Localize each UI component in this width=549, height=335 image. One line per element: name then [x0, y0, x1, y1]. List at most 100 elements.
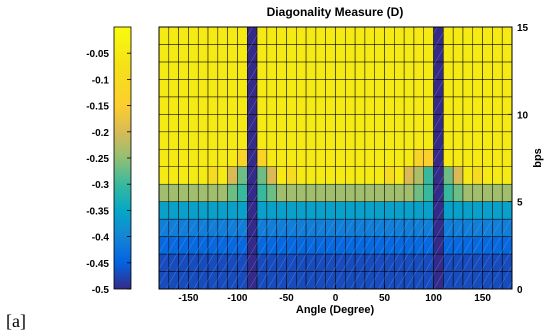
heatmap-cell: [197, 149, 209, 167]
heatmap-cell: [472, 61, 483, 80]
hatch-cell: [325, 236, 336, 255]
hatch-cell: [384, 271, 395, 289]
heatmap-cell: [178, 44, 189, 63]
heatmap-cell: [315, 61, 326, 80]
colorbar-tick-label: -0.15: [86, 102, 109, 113]
heatmap-cell: [443, 183, 454, 202]
heatmap-cell: [423, 201, 434, 220]
heatmap-cell: [296, 26, 307, 45]
heatmap-cell: [492, 61, 503, 80]
hatch-cell: [453, 254, 463, 272]
hatch-cell: [374, 254, 385, 272]
heatmap-cell: [482, 44, 493, 63]
hatch-overlay: [159, 27, 512, 289]
hatch-cell: [453, 219, 463, 237]
heatmap-cell: [472, 114, 483, 133]
heatmap-cell: [443, 114, 454, 133]
heatmap-cell: [266, 114, 277, 133]
hatch-cell: [433, 114, 444, 132]
heatmap-cell: [443, 26, 454, 45]
heatmap-cell: [158, 131, 170, 150]
heatmap-cell: [296, 183, 307, 202]
heatmap-cell: [237, 44, 248, 63]
heatmap-cell: [237, 114, 248, 133]
hatch-cell: [443, 271, 454, 289]
hatch-cell: [247, 96, 258, 115]
heatmap-cell: [443, 131, 454, 150]
hatch-cell: [423, 271, 434, 289]
heatmap-cell: [217, 201, 228, 220]
hatch-cell: [296, 219, 307, 237]
heatmap-cell: [207, 166, 219, 185]
heatmap-cell: [158, 114, 170, 133]
heatmap-cell: [227, 131, 238, 150]
hatch-cell: [482, 271, 493, 289]
heatmap-cell: [315, 166, 326, 185]
heatmap-cell: [217, 44, 228, 63]
colorbar-tick-label: -0.3: [92, 180, 110, 191]
heatmap-cell: [394, 114, 405, 133]
heatmap-cell: [305, 201, 317, 220]
heatmap-cell: [462, 131, 474, 150]
hatch-cell: [315, 219, 326, 237]
heatmap-cell: [227, 201, 238, 220]
heatmap-cell: [296, 149, 307, 167]
heatmap-cell: [403, 61, 415, 80]
hatch-cell: [453, 271, 463, 289]
hatch-cell: [374, 271, 385, 289]
hatch-cell: [482, 254, 493, 272]
heatmap-cell: [374, 96, 385, 115]
hatch-cell: [257, 254, 267, 272]
hatch-cell: [394, 254, 405, 272]
hatch-cell: [247, 114, 258, 132]
heatmap-cell: [345, 96, 356, 115]
heatmap-cell: [364, 44, 375, 63]
heatmap-cell: [335, 131, 346, 150]
heatmap-cell: [168, 79, 179, 98]
hatch-cell: [237, 271, 248, 289]
heatmap-cell: [168, 44, 179, 63]
hatch-cell: [384, 254, 395, 272]
heatmap-cell: [384, 61, 395, 80]
heatmap-cell: [305, 149, 317, 167]
hatch-cell: [423, 219, 434, 237]
hatch-cell: [462, 236, 473, 255]
heatmap-cell: [315, 114, 326, 133]
hatch-cell: [247, 27, 258, 45]
hatch-cell: [472, 254, 483, 272]
heatmap-cell: [384, 44, 395, 63]
heatmap-cell: [197, 131, 209, 150]
heatmap-cell: [472, 96, 483, 115]
heatmap-cell: [403, 131, 415, 150]
heatmap-cell: [178, 131, 189, 150]
heatmap-cell: [413, 166, 425, 185]
heatmap-cell: [423, 114, 434, 133]
heatmap-cell: [413, 44, 425, 63]
hatch-cell: [227, 254, 238, 272]
heatmap-cell: [188, 131, 199, 150]
hatch-cell: [384, 219, 395, 237]
heatmap-cell: [266, 26, 277, 45]
heatmap-cell: [423, 131, 434, 150]
heatmap-cell: [443, 166, 454, 185]
hatch-cell: [217, 219, 228, 237]
hatch-cell: [306, 271, 316, 289]
heatmap-cell: [374, 183, 385, 202]
heatmap-cell: [305, 26, 317, 45]
heatmap-cell: [462, 44, 474, 63]
heatmap-cell: [354, 96, 366, 115]
heatmap-cell: [178, 61, 189, 80]
heatmap-cell: [325, 61, 336, 80]
heatmap-cell: [413, 96, 425, 115]
heatmap-cell: [286, 96, 297, 115]
hatch-cell: [168, 254, 179, 272]
heatmap-cell: [237, 96, 248, 115]
heatmap-cell: [482, 96, 493, 115]
heatmap-cell: [345, 131, 356, 150]
heatmap-cell: [266, 44, 277, 63]
heatmap-cell: [266, 201, 277, 220]
hatch-cell: [296, 236, 307, 255]
heatmap-cell: [197, 61, 209, 80]
heatmap-cell: [472, 79, 483, 98]
heatmap-cell: [217, 79, 228, 98]
